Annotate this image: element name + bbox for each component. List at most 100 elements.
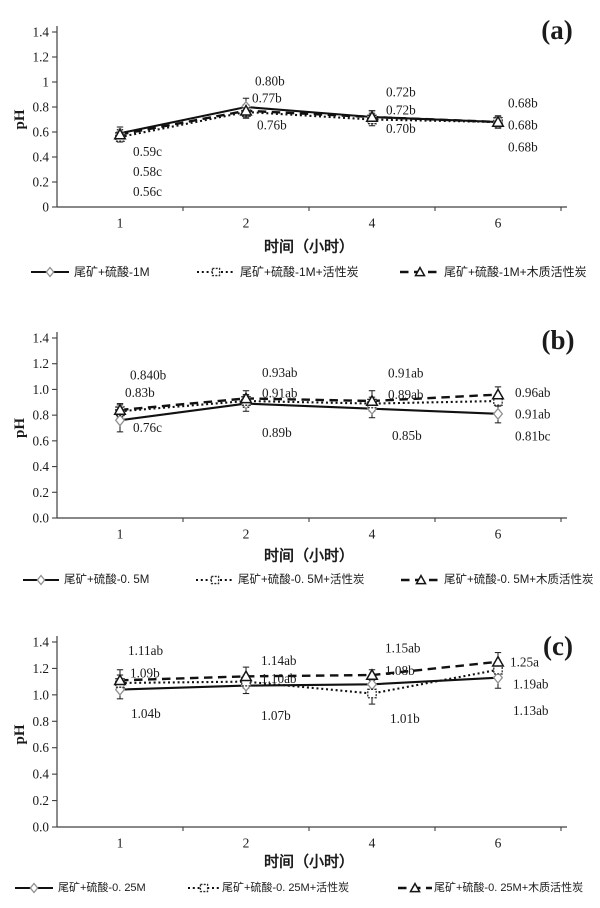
y-tick-label: 0.2 bbox=[33, 485, 49, 500]
legend-label: 尾矿+硫酸-1M+活性炭 bbox=[240, 264, 359, 279]
triangle-marker bbox=[409, 882, 421, 893]
triangle-marker bbox=[239, 391, 253, 404]
point-label: 0.68b bbox=[508, 140, 538, 155]
y-tick-label: 1.0 bbox=[33, 687, 50, 702]
triangle-marker bbox=[365, 110, 379, 122]
legend-label: 尾矿+硫酸-1M bbox=[74, 264, 150, 279]
y-tick-label: 1.4 bbox=[33, 331, 50, 346]
chart-panel-a: 0 0.2 0.4 0.6 0.8 1 1.2 1.4 1 2 4 6 0.59c 0.58c 0.56c 0… bbox=[0, 0, 600, 292]
triangle-marker bbox=[414, 266, 426, 277]
triangle-marker bbox=[491, 387, 505, 400]
point-label: 0.89ab bbox=[388, 387, 424, 402]
point-label: 0.80b bbox=[255, 74, 285, 89]
y-tick-label: 0.8 bbox=[33, 408, 50, 423]
point-label: 1.13ab bbox=[513, 703, 549, 718]
triangle-marker bbox=[491, 115, 505, 127]
point-label: 1.09b bbox=[130, 665, 160, 680]
y-tick-label: 0 bbox=[42, 200, 49, 215]
triangle-marker bbox=[113, 673, 127, 686]
y-tick-label: 1.4 bbox=[33, 635, 50, 650]
point-label: 0.76b bbox=[257, 118, 287, 133]
x-axis-title: 时间（小时） bbox=[264, 238, 354, 256]
chart-panel-c: 0.0 0.2 0.4 0.6 0.8 1.0 1.2 1.4 1 2 4 6 1.11ab 1.09b 1… bbox=[0, 600, 600, 908]
y-tick-label: 0.6 bbox=[33, 740, 50, 755]
panel-letter: (c) bbox=[543, 631, 573, 661]
x-tick-label: 4 bbox=[369, 216, 376, 231]
point-label: 1.04b bbox=[131, 706, 161, 721]
point-label: 0.96ab bbox=[515, 385, 551, 400]
x-tick-label: 1 bbox=[117, 216, 124, 231]
panel-letter: (a) bbox=[541, 15, 572, 45]
x-tick-label: 1 bbox=[117, 836, 124, 851]
triangle-marker bbox=[365, 394, 379, 406]
y-axis-title: pH bbox=[12, 724, 28, 744]
chart-svg-a: 0 0.2 0.4 0.6 0.8 1 1.2 1.4 1 2 4 6 0.59c 0.58c 0.56c 0… bbox=[12, 15, 587, 279]
point-label: 1.15ab bbox=[385, 641, 421, 656]
series-line-dashed bbox=[119, 109, 499, 136]
x-tick-label: 6 bbox=[495, 216, 502, 231]
y-tick-label: 1.2 bbox=[33, 50, 49, 65]
y-tick-label: 1 bbox=[42, 75, 49, 90]
point-label: 0.89b bbox=[262, 425, 292, 440]
diamond-marker bbox=[492, 407, 504, 421]
point-label: 0.72b bbox=[386, 85, 416, 100]
series-line-solid bbox=[119, 402, 499, 422]
point-label: 0.81bc bbox=[515, 428, 551, 443]
point-label: 0.72b bbox=[386, 103, 416, 118]
x-tick-label: 2 bbox=[243, 527, 250, 542]
point-label: 0.76c bbox=[133, 420, 162, 435]
series-line-dotted bbox=[119, 668, 499, 695]
square-marker bbox=[367, 688, 377, 699]
point-label: 1.10ab bbox=[261, 671, 297, 686]
y-tick-label: 0.0 bbox=[33, 511, 50, 526]
legend-label: 尾矿+硫酸-0. 5M+木质活性炭 bbox=[444, 572, 594, 586]
chart-svg-b: 0.0 0.2 0.4 0.6 0.8 1.0 1.2 1.4 1 2 4 6 0.840b 0.83b 0… bbox=[12, 325, 594, 586]
point-label: 1.25a bbox=[510, 654, 539, 669]
y-tick-label: 0.2 bbox=[33, 793, 49, 808]
legend-label: 尾矿+硫酸-0. 25M+木质活性炭 bbox=[434, 880, 583, 894]
point-label: 1.19ab bbox=[513, 676, 549, 691]
triangle-marker bbox=[113, 127, 127, 140]
point-label: 1.08b bbox=[385, 663, 415, 678]
square-marker bbox=[210, 575, 220, 585]
y-tick-label: 0.4 bbox=[33, 459, 50, 474]
panel-letter: (b) bbox=[542, 325, 575, 355]
y-tick-label: 0.6 bbox=[33, 125, 50, 140]
y-tick-label: 0.4 bbox=[33, 767, 50, 782]
diamond-marker bbox=[29, 882, 39, 894]
series-line-dashed bbox=[119, 660, 499, 682]
square-marker bbox=[199, 883, 209, 893]
y-tick-label: 0.8 bbox=[33, 714, 50, 729]
y-tick-label: 0.4 bbox=[33, 150, 50, 165]
point-label: 0.68b bbox=[508, 118, 538, 133]
legend-label: 尾矿+硫酸-1M+木质活性炭 bbox=[444, 264, 587, 279]
point-label: 1.14ab bbox=[261, 653, 297, 668]
point-label: 0.58c bbox=[133, 164, 162, 179]
x-tick-label: 4 bbox=[369, 527, 376, 542]
square-marker bbox=[493, 664, 503, 675]
diamond-marker bbox=[492, 671, 504, 685]
x-tick-label: 2 bbox=[243, 836, 250, 851]
triangle-marker bbox=[113, 403, 127, 415]
point-label: 0.85b bbox=[392, 428, 422, 443]
legend-label: 尾矿+硫酸-0. 5M bbox=[64, 572, 149, 586]
x-tick-label: 2 bbox=[243, 216, 250, 231]
x-tick-label: 6 bbox=[495, 836, 502, 851]
series-line-solid bbox=[119, 105, 499, 135]
series-line-dotted bbox=[119, 399, 499, 413]
point-label: 0.840b bbox=[130, 368, 167, 383]
y-tick-label: 1.4 bbox=[33, 25, 50, 40]
chart-svg-c: 0.0 0.2 0.4 0.6 0.8 1.0 1.2 1.4 1 2 4 6 1.11ab 1.09b 1… bbox=[12, 631, 583, 894]
legend-label: 尾矿+硫酸-0. 5M+活性炭 bbox=[238, 572, 365, 586]
triangle-marker bbox=[239, 104, 253, 116]
y-axis-title: pH bbox=[12, 418, 28, 438]
x-axis-title: 时间（小时） bbox=[264, 547, 354, 565]
point-label: 0.77b bbox=[252, 90, 282, 105]
point-label: 1.07b bbox=[261, 708, 291, 723]
x-axis-title: 时间（小时） bbox=[264, 853, 354, 871]
point-label: 0.91ab bbox=[388, 366, 424, 381]
triangle-marker bbox=[239, 669, 253, 682]
y-tick-label: 0.0 bbox=[33, 820, 50, 835]
point-label: 0.59c bbox=[133, 144, 162, 159]
